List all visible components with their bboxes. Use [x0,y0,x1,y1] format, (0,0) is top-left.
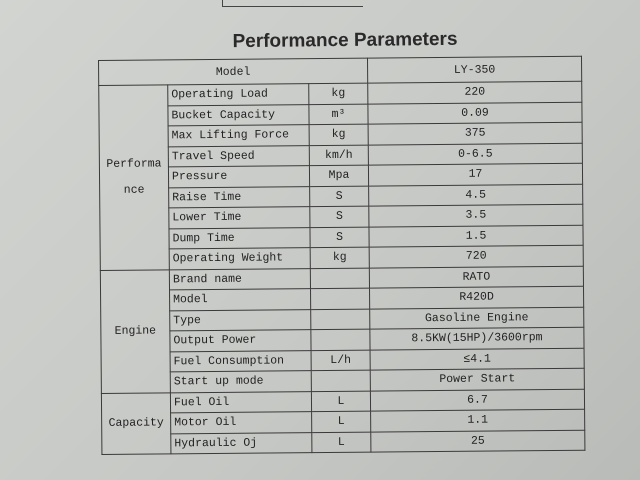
value-cell: 8.5KW(15HP)/3600rpm [369,327,585,350]
header-value: LY-350 [367,56,582,84]
header-label: Model [98,58,368,86]
param-cell: Motor Oil [170,411,312,434]
param-cell: Brand name [169,268,311,290]
param-cell: Dump Time [168,227,311,249]
param-cell: Output Power [169,329,312,352]
unit-cell [310,329,371,351]
param-cell: Pressure [168,165,310,188]
unit-cell: kg [309,124,369,146]
param-cell: Fuel Consumption [170,350,312,372]
unit-cell: m³ [308,103,369,125]
value-cell: 0-6.5 [368,142,583,166]
page-title: Performance Parameters [232,28,458,53]
value-cell: 17 [368,163,583,186]
value-cell: 25 [370,429,585,453]
page-edge-line [222,0,363,7]
unit-cell [310,267,370,289]
param-cell: Operating Weight [169,247,311,270]
unit-cell: kg [310,247,370,269]
value-cell: 1.5 [368,224,584,248]
group-label: Engine [100,269,171,393]
param-cell: Operating Load [167,83,309,106]
value-cell: 1.1 [370,409,585,432]
unit-cell: L [311,390,371,412]
value-cell: 375 [368,122,583,145]
performance-table: Model LY-350 Performa nce Operating Load k… [98,56,585,455]
unit-cell: L/h [311,349,371,371]
unit-cell: kg [308,83,368,105]
param-cell: Model [169,288,311,311]
unit-cell [311,370,371,392]
param-cell: Lower Time [168,206,310,229]
param-cell: Travel Speed [168,145,310,167]
group-label: Performa nce [98,84,170,270]
param-cell: Start up mode [170,370,312,393]
param-cell: Hydraulic Oj [170,432,312,454]
value-cell: R420D [369,286,584,309]
value-cell: 3.5 [368,204,583,227]
value-cell: 4.5 [368,183,583,207]
unit-cell: Mpa [309,165,369,187]
unit-cell: S [309,185,369,207]
value-cell: ≤4.1 [370,347,585,371]
value-cell: 720 [369,245,584,268]
unit-cell: S [309,226,370,248]
unit-cell: km/h [309,144,369,166]
unit-cell: L [311,411,371,433]
table-row: Hydraulic Oj L 25 [102,429,585,455]
unit-cell [310,308,370,330]
unit-cell: L [311,431,371,453]
value-cell: Power Start [370,368,585,391]
value-cell: 0.09 [367,101,583,125]
value-cell: RATO [369,265,584,289]
param-cell: Bucket Capacity [167,104,310,126]
group-label: Capacity [101,392,171,455]
value-cell: Gasoline Engine [369,306,584,330]
value-cell: 6.7 [370,388,585,412]
param-cell: Raise Time [168,186,310,208]
param-cell: Fuel Oil [170,391,312,413]
param-cell: Max Lifting Force [168,124,310,147]
value-cell: 220 [367,81,582,104]
param-cell: Type [169,309,311,331]
unit-cell [310,288,370,310]
unit-cell: S [309,206,369,228]
